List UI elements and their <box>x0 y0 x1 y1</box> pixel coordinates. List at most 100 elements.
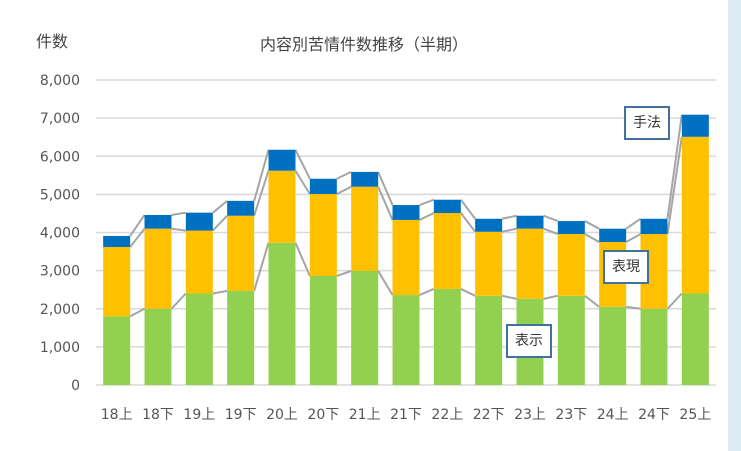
series-connector-line <box>625 217 642 230</box>
y-tick-label: 4,000 <box>40 226 80 242</box>
bar-segment <box>185 230 213 294</box>
bar-segment <box>144 228 172 309</box>
bar-segment <box>557 234 585 296</box>
bar-segment <box>185 212 213 231</box>
x-tick-label: 19下 <box>225 407 257 423</box>
series-connector-line <box>377 270 394 296</box>
series-connector-line <box>129 214 146 237</box>
bar-segment <box>599 228 627 243</box>
y-axis-label: 件数 <box>36 32 68 51</box>
bar-segment <box>557 221 585 235</box>
series-connector-line <box>626 305 641 310</box>
x-tick-label: 24上 <box>597 407 629 423</box>
series-connector-line <box>584 233 600 243</box>
bar-segment <box>103 246 131 317</box>
series-connector-line <box>460 212 476 233</box>
x-tick-label: 22上 <box>431 407 463 423</box>
bar-segment <box>681 114 709 137</box>
series-connector-line <box>294 170 311 195</box>
bar-segment <box>516 215 544 229</box>
series-connector-line <box>584 294 600 308</box>
bar-segment <box>268 149 296 171</box>
bar-segment <box>144 308 172 385</box>
series-connector-line <box>294 242 311 277</box>
series-connector-line <box>294 149 311 180</box>
x-tick-label: 25上 <box>679 407 711 423</box>
y-tick-label: 7,000 <box>40 111 80 127</box>
series-connector-line <box>501 214 517 220</box>
series-connector-line <box>419 212 435 221</box>
series-connector-line <box>419 288 435 296</box>
x-tick-label: 23下 <box>555 407 587 423</box>
series-connector-line <box>377 171 394 206</box>
x-tick-label: 22下 <box>473 407 505 423</box>
series-connector-line <box>336 270 352 277</box>
bar-segment <box>351 186 379 272</box>
x-tick-label: 18上 <box>101 407 133 423</box>
series-label-display: 表示 <box>506 324 552 358</box>
chart-title: 内容別苦情件数推移（半期） <box>260 35 468 54</box>
bar-segment <box>185 293 213 385</box>
y-tick-label: 3,000 <box>40 264 80 280</box>
series-connector-line <box>212 215 228 232</box>
series-connector-line <box>460 288 476 297</box>
x-tick-label: 21上 <box>349 407 381 423</box>
series-connector-line <box>625 233 641 243</box>
x-tick-label: 23上 <box>514 407 546 423</box>
bar-segment <box>103 235 131 247</box>
y-tick-label: 2,000 <box>40 302 80 318</box>
bar-segment <box>392 219 420 296</box>
bar-segment <box>433 199 461 214</box>
series-connector-line <box>377 186 394 221</box>
series-connector-line <box>666 136 683 235</box>
bar-segment <box>557 295 585 385</box>
bar-segment <box>433 288 461 385</box>
x-tick-label: 19上 <box>183 407 215 423</box>
x-tick-label: 24下 <box>638 407 670 423</box>
bar-segment <box>392 295 420 385</box>
bar-segment <box>351 171 379 187</box>
series-label-method: 手法 <box>624 106 670 140</box>
bar-segment <box>227 200 255 216</box>
bar-segment <box>351 271 379 385</box>
series-label-expression: 表現 <box>603 250 649 284</box>
bar-segment <box>475 218 503 232</box>
series-connector-line <box>543 227 559 235</box>
series-connector-line <box>460 199 476 220</box>
bar-segment <box>640 218 668 235</box>
y-tick-label: 0 <box>71 378 80 394</box>
y-tick-label: 8,000 <box>40 73 80 89</box>
x-tick-label: 21下 <box>390 407 422 423</box>
bar-segment <box>516 228 544 299</box>
series-connector-line <box>666 292 683 310</box>
series-connector-line <box>171 211 186 216</box>
x-tick-label: 18下 <box>142 407 174 423</box>
bar-segment <box>309 193 337 276</box>
series-connector-line <box>171 227 186 232</box>
y-tick-label: 6,000 <box>40 149 80 165</box>
series-connector-line <box>129 228 146 248</box>
series-connector-line <box>170 292 187 310</box>
bar-segment <box>640 308 668 385</box>
series-connector-line <box>212 289 228 295</box>
y-tick-label: 1,000 <box>40 340 80 356</box>
bar-segment <box>681 136 709 294</box>
series-connector-line <box>501 227 517 233</box>
series-connector-line <box>336 185 352 195</box>
series-connector-line <box>212 200 228 214</box>
series-connector-line <box>543 214 559 222</box>
y-tick-label: 5,000 <box>40 187 80 203</box>
series-connector-line <box>253 170 270 217</box>
series-connector-line <box>336 170 352 180</box>
series-connector-line <box>129 307 145 318</box>
series-connector-line <box>584 220 600 230</box>
series-connector-line <box>253 242 270 292</box>
bar-segment <box>268 170 296 243</box>
bar-segment <box>392 205 420 220</box>
bar-segment <box>309 178 337 194</box>
bar-segment <box>475 295 503 385</box>
series-connector-line <box>666 114 683 219</box>
bar-segment <box>144 214 172 229</box>
